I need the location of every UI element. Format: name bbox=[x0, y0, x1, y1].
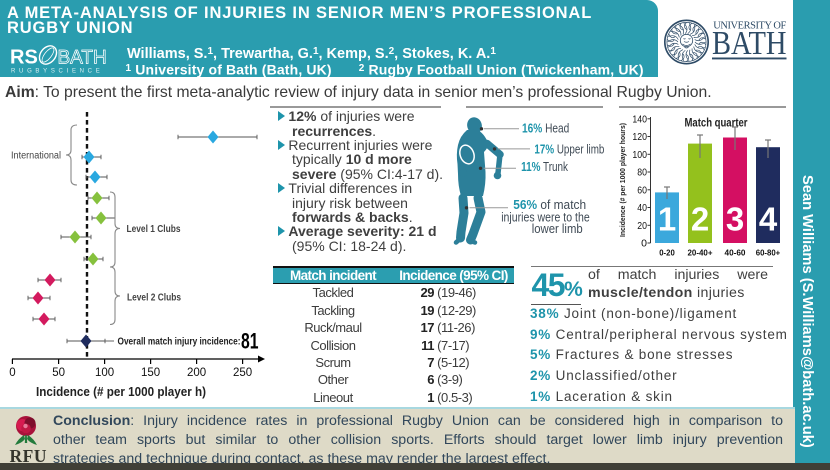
svg-text:Incidence (# per 1000 player h: Incidence (# per 1000 player hours) bbox=[618, 123, 627, 237]
svg-text:60-80+: 60-80+ bbox=[756, 248, 781, 258]
svg-text:0: 0 bbox=[641, 238, 647, 250]
svg-text:80: 80 bbox=[637, 167, 647, 179]
svg-text:0: 0 bbox=[9, 367, 15, 379]
svg-text:17% Upper limb: 17% Upper limb bbox=[534, 141, 604, 156]
svg-text:250: 250 bbox=[233, 367, 252, 379]
svg-text:Level 1 Clubs: Level 1 Clubs bbox=[127, 223, 181, 235]
svg-text:140: 140 bbox=[632, 113, 647, 125]
svg-text:RS: RS bbox=[10, 47, 38, 69]
svg-text:40: 40 bbox=[637, 202, 647, 214]
svg-text:20: 20 bbox=[637, 220, 647, 232]
svg-text:Overall match injury incidence: Overall match injury incidence: bbox=[118, 336, 241, 348]
svg-text:UNIVERSITY OF: UNIVERSITY OF bbox=[713, 21, 786, 32]
svg-text:BATH: BATH bbox=[58, 48, 107, 69]
svg-text:200: 200 bbox=[187, 367, 206, 379]
svg-text:40-60: 40-60 bbox=[725, 248, 746, 258]
svg-text:2: 2 bbox=[691, 201, 709, 238]
svg-text:56% of match: 56% of match bbox=[513, 197, 586, 212]
svg-text:4: 4 bbox=[759, 201, 778, 238]
svg-text:Level 2 Clubs: Level 2 Clubs bbox=[127, 292, 181, 304]
svg-text:150: 150 bbox=[141, 367, 160, 379]
svg-text:16% Head: 16% Head bbox=[522, 120, 569, 135]
svg-text:lower limb: lower limb bbox=[532, 221, 583, 236]
svg-text:11% Trunk: 11% Trunk bbox=[521, 159, 568, 174]
svg-text:3: 3 bbox=[726, 201, 744, 238]
svg-text:Match quarter: Match quarter bbox=[685, 116, 748, 130]
svg-text:100: 100 bbox=[95, 367, 114, 379]
svg-text:BATH: BATH bbox=[712, 25, 787, 62]
svg-text:injuries were to the: injuries were to the bbox=[501, 209, 590, 224]
svg-text:0-20: 0-20 bbox=[659, 248, 675, 258]
svg-text:1: 1 bbox=[658, 201, 676, 238]
svg-text:120: 120 bbox=[632, 131, 647, 143]
svg-text:International: International bbox=[11, 151, 61, 162]
svg-text:81: 81 bbox=[241, 329, 259, 354]
svg-text:50: 50 bbox=[52, 367, 65, 379]
svg-text:RUGBYSCIENCE: RUGBYSCIENCE bbox=[11, 69, 103, 75]
svg-text:100: 100 bbox=[632, 149, 647, 161]
svg-text:Incidence (# per 1000 player h: Incidence (# per 1000 player h) bbox=[36, 384, 206, 399]
svg-text:60: 60 bbox=[637, 184, 647, 196]
svg-text:20-40+: 20-40+ bbox=[688, 248, 713, 258]
